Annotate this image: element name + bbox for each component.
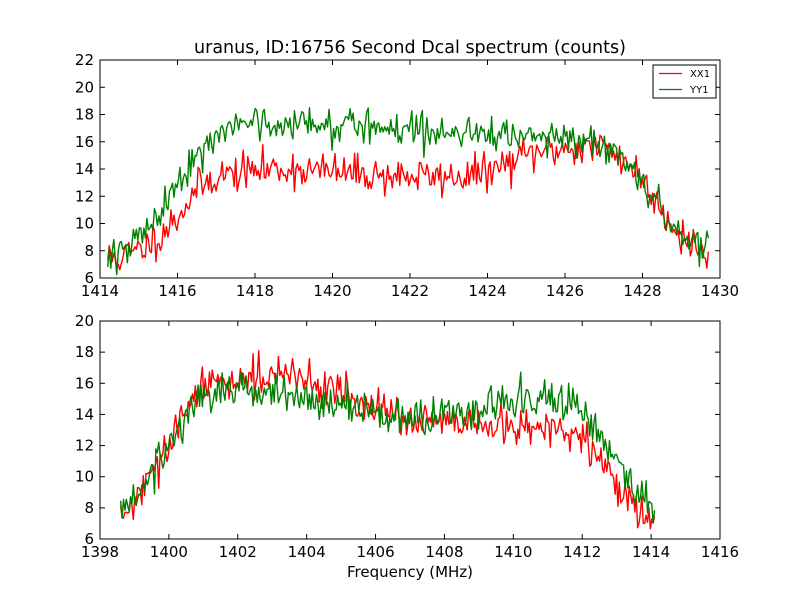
y-tick-label: 6 [84,269,94,287]
chart-title: uranus, ID:16756 Second Dcal spectrum (c… [194,38,626,58]
y-tick-label: 14 [75,160,94,178]
bottom-series-lines [119,350,656,530]
top-series-lines [107,107,710,276]
top-x-ticks: 1414 1416 1418 1420 1422 1424 1426 1428 1430 [81,60,739,300]
y-tick-label: 10 [75,215,94,233]
y-tick-label: 16 [75,374,94,392]
x-tick-label: 1416 [701,543,739,561]
x-axis-label: Frequency (MHz) [347,563,473,581]
bottom-panel: 1398 1400 1402 1404 1406 1408 1410 1412 1414 1416… [75,312,739,581]
y-tick-label: 16 [75,133,94,151]
y-tick-label: 10 [75,468,94,486]
y-tick-label: 12 [75,437,94,455]
legend: XX1 YY1 [652,64,717,99]
x-tick-label: 1410 [494,543,532,561]
bottom-y-ticks: 6 8 10 12 14 16 18 20 [75,312,720,548]
legend-box [652,64,717,99]
x-tick-label: 1408 [425,543,463,561]
y-tick-label: 12 [75,187,94,205]
y-tick-label: 6 [84,530,94,548]
bottom-x-ticks: 1398 1400 1402 1404 1406 1408 1410 1412 1414 1416 [81,321,739,561]
series-line-yy1 [107,107,710,276]
y-tick-label: 18 [75,106,94,124]
x-tick-label: 1416 [158,282,196,300]
y-tick-label: 8 [84,242,94,260]
x-tick-label: 1402 [219,543,257,561]
y-tick-label: 20 [75,78,94,96]
y-tick-label: 18 [75,343,94,361]
legend-xx1-label: XX1 [690,69,710,80]
x-tick-label: 1430 [701,282,739,300]
x-tick-label: 1412 [563,543,601,561]
x-tick-label: 1414 [81,282,119,300]
x-tick-label: 1420 [313,282,351,300]
x-tick-label: 1424 [468,282,506,300]
x-tick-label: 1404 [288,543,326,561]
x-tick-label: 1400 [150,543,188,561]
y-tick-label: 20 [75,312,94,330]
x-tick-label: 1422 [391,282,429,300]
x-tick-label: 1406 [356,543,394,561]
x-tick-label: 1418 [236,282,274,300]
x-tick-label: 1414 [632,543,670,561]
series-line-xx1 [119,350,656,530]
x-tick-label: 1428 [623,282,661,300]
x-tick-label: 1398 [81,543,119,561]
bottom-axes-frame [99,320,721,540]
top-y-ticks: 6 8 10 12 14 16 18 20 22 [75,51,720,287]
top-panel: uranus, ID:16756 Second Dcal spectrum (c… [75,38,739,300]
y-tick-label: 22 [75,51,94,69]
x-tick-label: 1426 [546,282,584,300]
y-tick-label: 14 [75,405,94,423]
legend-yy1-label: YY1 [689,85,709,96]
series-line-yy1 [119,371,656,524]
y-tick-label: 8 [84,499,94,517]
